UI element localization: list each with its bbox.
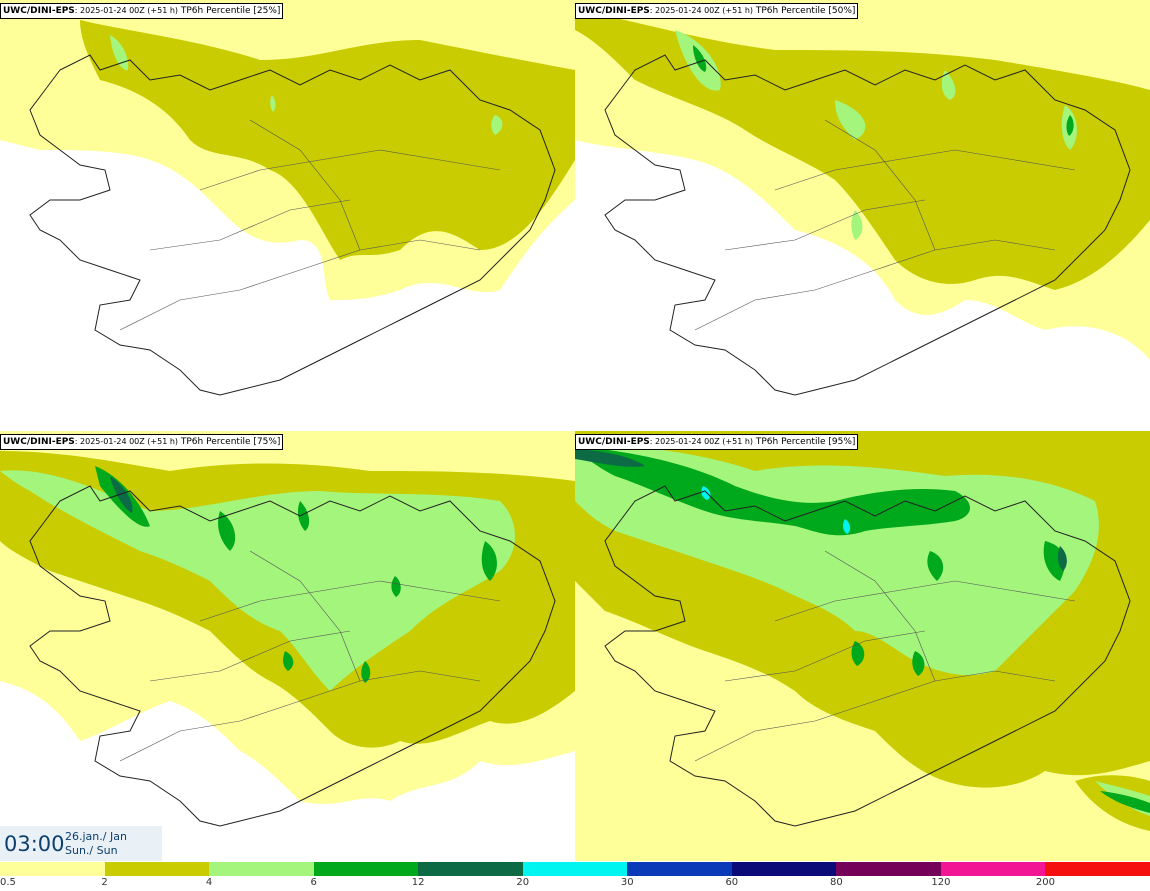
legend-swatch: [731, 862, 837, 876]
legend-label: 60: [725, 877, 739, 888]
color-legend-labels: 0.5 2 4 6 12 20 30 60 80 120 200: [0, 876, 1150, 890]
legend-swatch: [940, 862, 1046, 876]
product-name: TP6h Percentile [50%]: [753, 6, 856, 16]
coastline: [29, 485, 556, 827]
run-time: : 2025-01-24 00Z (+51 h): [649, 6, 754, 15]
panel-title: UWC/DINI-EPS: 2025-01-24 00Z (+51 h) TP6…: [575, 434, 859, 450]
legend-label: 4: [205, 877, 213, 888]
precipitation-map: [575, 431, 1150, 861]
valid-time-box: 03:00 26.jan./ Jan Sun./ Sun: [0, 826, 162, 861]
legend-swatch: [522, 862, 628, 876]
legend-swatch: [104, 862, 210, 876]
valid-time: 03:00: [4, 832, 65, 856]
run-time: : 2025-01-24 00Z (+51 h): [649, 437, 754, 446]
roads: [119, 119, 501, 331]
valid-date-line2: Sun./ Sun: [65, 844, 118, 857]
precip-area-2mm: [80, 20, 575, 260]
legend-label: 200: [1035, 877, 1055, 888]
precipitation-map: [0, 431, 575, 861]
coastline: [604, 54, 1131, 396]
legend-label: 0.5: [0, 877, 16, 888]
precip-area-4mm: [575, 441, 1150, 816]
legend-label: 120: [931, 877, 951, 888]
roads: [694, 119, 1076, 331]
valid-date: 26.jan./ Jan Sun./ Sun: [65, 830, 127, 858]
legend-swatch: [0, 862, 105, 876]
legend-swatch: [627, 862, 732, 876]
valid-date-line1: 26.jan./ Jan: [65, 830, 127, 843]
legend-label: 2: [101, 877, 108, 888]
legend-label: 6: [310, 877, 317, 888]
legend-label: 20: [516, 877, 530, 888]
map-panel-95: UWC/DINI-EPS: 2025-01-24 00Z (+51 h) TP6…: [575, 431, 1150, 861]
product-name: TP6h Percentile [75%]: [178, 437, 281, 447]
map-panel-25: UWC/DINI-EPS: 2025-01-24 00Z (+51 h) TP6…: [0, 0, 575, 430]
legend-swatch: [209, 862, 314, 876]
panel-title: UWC/DINI-EPS: 2025-01-24 00Z (+51 h) TP6…: [575, 3, 859, 19]
precip-area-12mm: [110, 476, 133, 513]
product-name: TP6h Percentile [25%]: [178, 6, 281, 16]
precipitation-map: [0, 0, 575, 430]
legend-label: 12: [411, 877, 425, 888]
coastline: [604, 485, 1131, 827]
legend-swatch: [1045, 862, 1150, 876]
precip-area-6mm: [575, 446, 1150, 813]
model-name: UWC/DINI-EPS: [3, 437, 75, 447]
run-time: : 2025-01-24 00Z (+51 h): [74, 6, 179, 15]
roads: [119, 550, 501, 762]
legend-swatch: [418, 862, 523, 876]
roads: [694, 550, 1076, 762]
precip-area-4mm: [0, 470, 515, 691]
color-legend-bar: [0, 862, 1150, 876]
map-panel-75: UWC/DINI-EPS: 2025-01-24 00Z (+51 h) TP6…: [0, 431, 575, 861]
panel-title: UWC/DINI-EPS: 2025-01-24 00Z (+51 h) TP6…: [0, 3, 284, 19]
legend-label: 30: [620, 877, 634, 888]
precip-area-12mm: [575, 449, 1067, 571]
precipitation-map: [575, 0, 1150, 430]
panel-title: UWC/DINI-EPS: 2025-01-24 00Z (+51 h) TP6…: [0, 434, 284, 450]
model-name: UWC/DINI-EPS: [578, 6, 650, 16]
model-name: UWC/DINI-EPS: [578, 437, 650, 447]
legend-label: 80: [829, 877, 843, 888]
coastline: [29, 54, 556, 396]
map-panel-50: UWC/DINI-EPS: 2025-01-24 00Z (+51 h) TP6…: [575, 0, 1150, 430]
run-time: : 2025-01-24 00Z (+51 h): [74, 437, 179, 446]
product-name: TP6h Percentile [95%]: [753, 437, 856, 447]
legend-swatch: [313, 862, 419, 876]
legend-swatch: [836, 862, 941, 876]
model-name: UWC/DINI-EPS: [3, 6, 75, 16]
